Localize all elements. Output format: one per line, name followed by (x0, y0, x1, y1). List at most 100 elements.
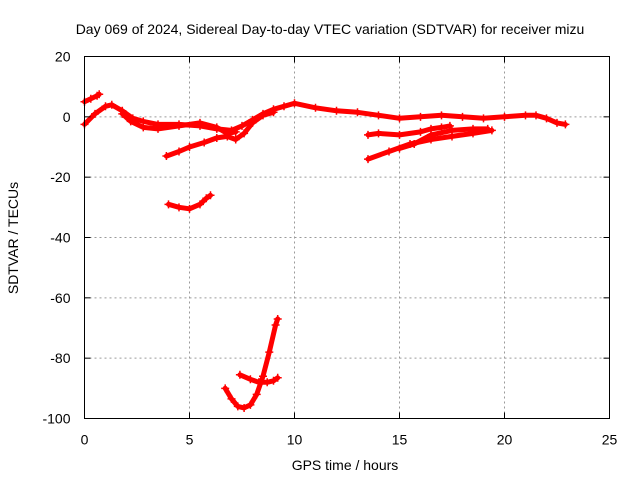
y-tick-label: -40 (50, 230, 70, 246)
data-point (521, 111, 530, 120)
data-point (212, 133, 221, 142)
data-point (221, 384, 230, 393)
data-point (223, 132, 232, 141)
x-tick-label: 25 (602, 432, 618, 448)
data-point (240, 403, 249, 412)
series-arc-5 (164, 191, 215, 213)
data-point (532, 111, 540, 120)
data-point (395, 130, 404, 139)
data-point (231, 135, 240, 144)
data-point (235, 370, 244, 379)
data-point (273, 314, 282, 323)
y-axis-label: SDTVAR / TECUs (5, 182, 21, 294)
data-point (101, 102, 110, 111)
y-tick-label: -100 (42, 411, 70, 427)
y-tick-label: 0 (63, 109, 71, 125)
data-point (290, 99, 299, 108)
data-point (118, 109, 127, 118)
series-arc-7 (235, 370, 282, 387)
data-point (416, 112, 425, 121)
data-point (395, 144, 404, 153)
data-point (227, 394, 236, 403)
data-point (164, 200, 173, 209)
data-point (364, 130, 372, 139)
data-point (254, 378, 263, 387)
data-point (246, 400, 255, 409)
data-point (233, 402, 242, 411)
data-point (86, 94, 95, 103)
data-point (385, 147, 393, 156)
data-point (561, 120, 570, 129)
data-point (185, 143, 194, 151)
data-point (246, 375, 255, 384)
data-point (107, 100, 116, 109)
data-point (483, 124, 492, 133)
y-tick-label: -20 (50, 169, 70, 185)
series-arc-4 (162, 108, 278, 161)
data-point (500, 112, 509, 121)
data-point (206, 191, 215, 200)
data-point (95, 90, 104, 99)
data-point (175, 121, 183, 130)
data-point (263, 378, 272, 387)
series-arc-10 (395, 124, 492, 153)
data-point (259, 372, 267, 381)
data-point (175, 203, 183, 212)
data-point (448, 126, 456, 135)
data-point (332, 106, 341, 115)
data-point (553, 118, 561, 127)
data-point (469, 124, 477, 133)
data-point (238, 121, 246, 130)
series-arc-3 (118, 109, 240, 138)
data-point (196, 200, 204, 209)
data-point (416, 127, 425, 136)
y-tick-label: 20 (55, 49, 71, 65)
data-point (252, 390, 261, 399)
data-point (271, 320, 280, 329)
data-point (273, 373, 282, 382)
axis-ticks: 0 5 10 15 20 25 -100 -80 -60 -40 -20 0 20 (42, 49, 617, 448)
data-point (196, 118, 204, 127)
data-point (364, 155, 372, 164)
data-point (202, 194, 211, 203)
data-point (458, 112, 467, 121)
x-tick-label: 10 (287, 432, 303, 448)
data-point (395, 114, 404, 123)
chart-title: Day 069 of 2024, Sidereal Day-to-day VTE… (76, 21, 585, 37)
data-point (437, 123, 446, 132)
data-point (427, 130, 435, 139)
data-point (479, 114, 488, 123)
data-point (231, 127, 240, 136)
x-tick-label: 5 (186, 432, 194, 448)
data-point (91, 109, 99, 118)
x-axis-label: GPS time / hours (292, 457, 399, 473)
data-point (162, 152, 171, 161)
data-point (374, 129, 383, 138)
series-line (163, 109, 276, 159)
x-tick-label: 15 (392, 432, 408, 448)
data-point (269, 376, 278, 385)
series-line (222, 316, 281, 411)
data-point (311, 103, 320, 112)
data-point (154, 124, 162, 133)
data-point (353, 108, 362, 117)
x-tick-label: 20 (497, 432, 513, 448)
data-point (374, 111, 383, 120)
data-series (80, 90, 570, 412)
series-arc-1 (80, 90, 104, 106)
data-point (126, 117, 135, 126)
data-point (248, 118, 257, 127)
data-point (139, 123, 148, 132)
y-tick-label: -80 (50, 350, 70, 366)
data-point (269, 108, 278, 117)
data-point (175, 147, 183, 156)
data-point (542, 114, 551, 123)
data-point (185, 204, 194, 213)
data-point (265, 348, 274, 357)
data-point (437, 111, 446, 120)
data-point (280, 102, 288, 111)
y-tick-label: -60 (50, 290, 70, 306)
data-point (410, 139, 419, 148)
data-point (259, 111, 267, 120)
